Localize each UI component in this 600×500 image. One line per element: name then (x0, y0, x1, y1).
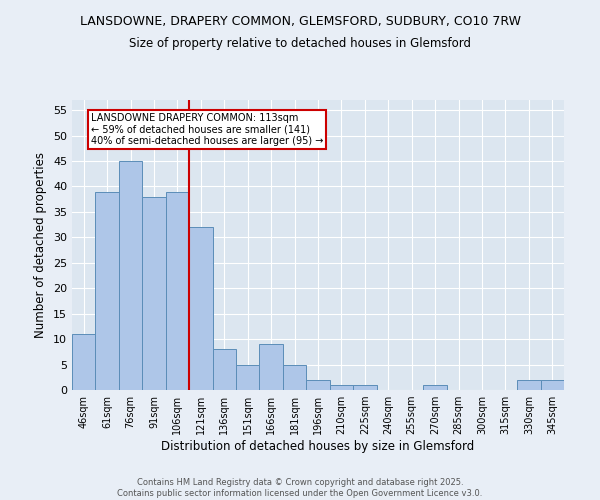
Text: LANSDOWNE DRAPERY COMMON: 113sqm
← 59% of detached houses are smaller (141)
40% : LANSDOWNE DRAPERY COMMON: 113sqm ← 59% o… (91, 112, 323, 146)
Bar (541, 380, 564, 390)
Bar (517, 380, 541, 390)
Bar (166, 192, 189, 390)
Bar (236, 364, 259, 390)
Bar (330, 385, 353, 390)
Text: LANSDOWNE, DRAPERY COMMON, GLEMSFORD, SUDBURY, CO10 7RW: LANSDOWNE, DRAPERY COMMON, GLEMSFORD, SU… (79, 15, 521, 28)
Bar (424, 385, 447, 390)
Bar (306, 380, 330, 390)
Bar (189, 227, 212, 390)
Bar (259, 344, 283, 390)
Bar (283, 364, 306, 390)
Bar (212, 350, 236, 390)
Text: Contains HM Land Registry data © Crown copyright and database right 2025.
Contai: Contains HM Land Registry data © Crown c… (118, 478, 482, 498)
Bar (72, 334, 95, 390)
X-axis label: Distribution of detached houses by size in Glemsford: Distribution of detached houses by size … (161, 440, 475, 453)
Bar (119, 161, 142, 390)
Text: Size of property relative to detached houses in Glemsford: Size of property relative to detached ho… (129, 38, 471, 51)
Bar (95, 192, 119, 390)
Y-axis label: Number of detached properties: Number of detached properties (34, 152, 47, 338)
Bar (142, 196, 166, 390)
Bar (353, 385, 377, 390)
